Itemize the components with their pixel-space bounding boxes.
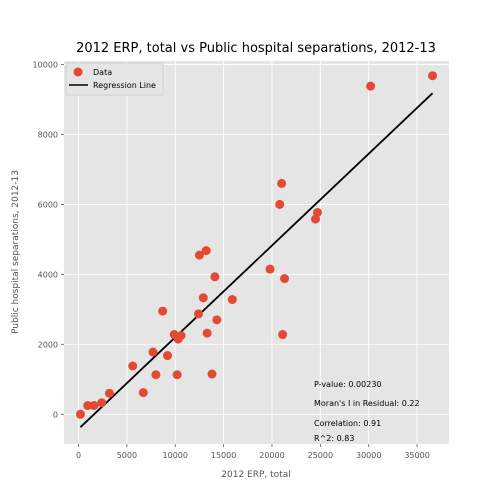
x-axis-ticks: 0 5000 10000 15000 20000 25000 30000 35000	[76, 444, 430, 460]
x-tick-label: 0	[76, 451, 81, 460]
x-tick-label: 15000	[211, 451, 236, 460]
y-tick-label: 2000	[38, 340, 58, 349]
data-point	[158, 306, 168, 316]
x-tick-label: 10000	[163, 451, 188, 460]
data-marks	[75, 71, 438, 428]
x-tick-label: 20000	[259, 451, 284, 460]
data-point	[193, 309, 203, 319]
y-axis-ticks: 0 2000 4000 6000 8000 10000	[33, 60, 64, 419]
data-point	[89, 401, 99, 411]
x-axis-label: 2012 ERP, total	[221, 470, 290, 480]
data-point	[277, 178, 287, 188]
regression-line	[79, 92, 434, 428]
y-tick-label: 4000	[38, 270, 58, 279]
data-point	[75, 409, 85, 419]
stats-annotations: P-value: 0.00230 Moran's I in Residual: …	[314, 380, 420, 443]
data-point	[366, 81, 376, 91]
data-point	[128, 361, 138, 371]
data-point	[265, 264, 275, 274]
legend-data-label: Data	[93, 68, 112, 77]
data-point	[138, 388, 148, 398]
data-point	[194, 250, 204, 260]
legend-box	[65, 62, 164, 96]
data-point	[172, 370, 182, 380]
data-point	[198, 293, 208, 303]
data-point	[210, 272, 220, 282]
data-point	[201, 246, 211, 256]
grid-lines	[64, 61, 449, 444]
correlation-text: Correlation: 0.91	[314, 419, 381, 428]
x-tick-label: 35000	[404, 451, 429, 460]
data-point	[428, 71, 438, 81]
x-tick-label: 30000	[356, 451, 381, 460]
p-value-text: P-value: 0.00230	[314, 380, 382, 389]
legend-line-label: Regression Line	[93, 81, 156, 90]
data-point	[104, 388, 114, 398]
plot-area	[64, 61, 449, 444]
data-point	[227, 295, 237, 305]
data-point	[202, 328, 212, 338]
y-axis-label: Public hospital separations, 2012-13	[11, 170, 21, 334]
data-point	[163, 351, 173, 361]
data-point	[97, 398, 107, 408]
y-tick-label: 8000	[38, 130, 58, 139]
data-point	[275, 199, 285, 209]
x-tick-label: 25000	[308, 451, 333, 460]
chart-title: 2012 ERP, total vs Public hospital separ…	[76, 41, 436, 56]
data-point	[176, 331, 186, 341]
data-point	[151, 370, 161, 380]
data-point	[312, 207, 322, 217]
data-point	[212, 315, 222, 325]
y-tick-label: 10000	[33, 60, 58, 69]
legend-data-marker	[73, 67, 83, 77]
morans-i-text: Moran's I in Residual: 0.22	[314, 399, 420, 408]
y-tick-label: 6000	[38, 200, 58, 209]
data-point	[280, 274, 290, 284]
data-point	[278, 330, 288, 340]
data-point	[83, 401, 93, 411]
x-tick-label: 5000	[117, 451, 137, 460]
r-squared-text: R^2: 0.83	[314, 434, 354, 443]
legend: Data Regression Line	[65, 62, 164, 96]
data-point	[148, 347, 158, 357]
data-point	[207, 369, 217, 379]
y-tick-label: 0	[53, 410, 58, 419]
